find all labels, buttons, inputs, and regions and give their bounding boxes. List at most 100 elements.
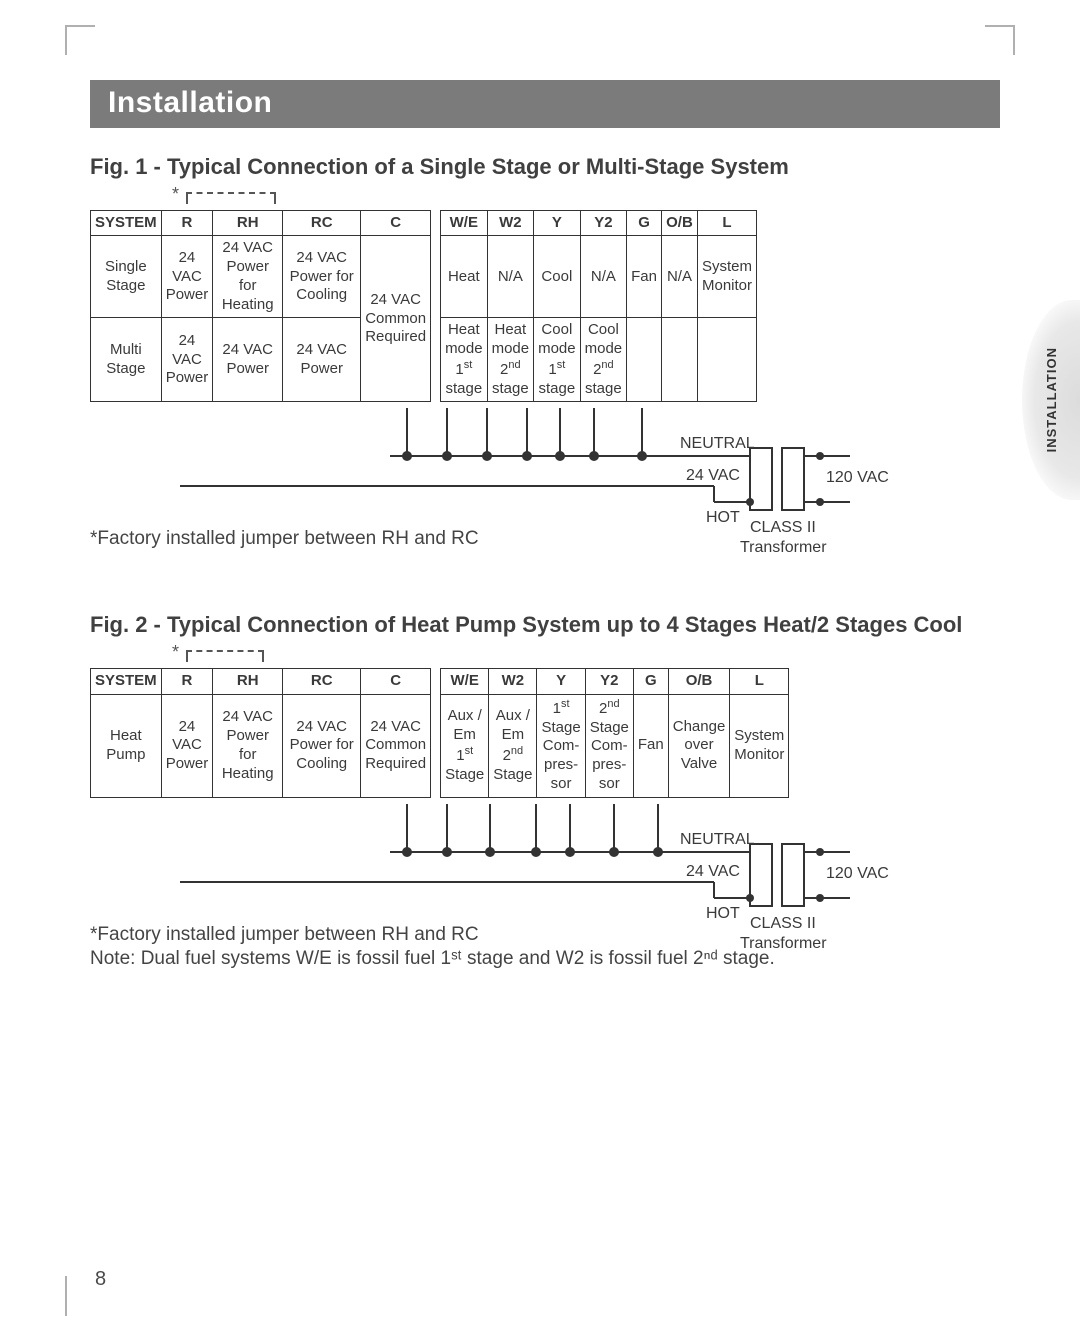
cell: Cool mode2ndstage	[580, 318, 627, 402]
cell: N/A	[661, 236, 697, 318]
lbl-class2b: Transformer	[740, 539, 827, 556]
lbl-class2a: CLASS II	[750, 519, 816, 536]
fig2-bus: NEUTRAL 24 VAC HOT 120 VAC CLASS II Tran…	[90, 804, 850, 914]
fig2-h-y2: Y2	[585, 669, 633, 695]
lbl-hot: HOT	[706, 905, 740, 922]
fig2-h-system: SYSTEM	[91, 669, 162, 695]
txt: Aux / Em	[496, 707, 530, 743]
fig2-h-ob: O/B	[668, 669, 730, 695]
fig2-table: SYSTEM R RH RC C W/E W2 Y Y2 G O/B L Hea…	[90, 668, 789, 798]
fig2-title: Fig. 2 - Typical Connection of Heat Pump…	[90, 610, 1000, 640]
cell: 24 VAC Common Required	[361, 236, 431, 402]
cell: 24 VAC Power for Heating	[213, 694, 283, 797]
txt: Cool mode	[538, 321, 576, 357]
fig2-bus-svg: NEUTRAL 24 VAC HOT 120 VAC CLASS II Tran…	[90, 804, 950, 964]
cell: Single Stage	[91, 236, 162, 318]
txt: 1	[456, 747, 464, 764]
fig1-h-c: C	[361, 210, 431, 236]
fig1-jumper-star: *	[172, 184, 179, 205]
cell: 24 VAC Power	[161, 236, 213, 318]
fig1-h-l: L	[697, 210, 756, 236]
section-banner: Installation	[90, 80, 1000, 128]
fig2-h-g: G	[633, 669, 668, 695]
txt: Common Required	[365, 310, 426, 346]
cell: Cool mode1ststage	[534, 318, 581, 402]
cell: System Monitor	[730, 694, 789, 797]
lbl-120vac: 120 VAC	[826, 865, 889, 882]
cell: 24 VAC Power	[161, 318, 213, 402]
txt: Heat mode	[492, 321, 530, 357]
cell: N/A	[487, 236, 534, 318]
lbl-neutral: NEUTRAL	[680, 831, 755, 848]
cell: Cool	[534, 236, 581, 318]
txt: stage	[539, 380, 576, 397]
fig1-h-rh: RH	[213, 210, 283, 236]
txt: Aux / Em	[448, 707, 482, 743]
txt: stage	[585, 380, 622, 397]
cell: Fan	[627, 236, 662, 318]
fig2-h-c: C	[361, 669, 431, 695]
fig1-h-y2: Y2	[580, 210, 627, 236]
cell: 24 VAC Power	[283, 318, 361, 402]
cell: Heat Pump	[91, 694, 162, 797]
lbl-24vac: 24 VAC	[686, 467, 740, 484]
txt: 2	[503, 747, 511, 764]
cell: 24 VAC Power	[213, 318, 283, 402]
lbl-neutral: NEUTRAL	[680, 435, 755, 452]
txt: Stage	[493, 766, 532, 783]
txt: Stage Com- pres- sor	[541, 719, 580, 792]
fig1-title: Fig. 1 - Typical Connection of a Single …	[90, 152, 1000, 182]
cell	[627, 318, 662, 402]
fig1-h-we: W/E	[441, 210, 488, 236]
cell: 1st Stage Com- pres- sor	[537, 694, 585, 797]
fig1-h-g: G	[627, 210, 662, 236]
cell: System Monitor	[697, 236, 756, 318]
fig1-jumper-dash	[186, 192, 276, 206]
txt: Heat mode	[445, 321, 483, 357]
fig2-h-rc: RC	[283, 669, 361, 695]
lbl-hot: HOT	[706, 509, 740, 526]
fig1-h-system: SYSTEM	[91, 210, 162, 236]
fig1-h-y: Y	[534, 210, 581, 236]
fig1-h-w2: W2	[487, 210, 534, 236]
txt: 1	[548, 361, 556, 378]
txt: nd	[601, 359, 613, 371]
fig2-h-we: W/E	[441, 669, 489, 695]
fig2-h-r: R	[161, 669, 213, 695]
fig2-jumper-dash	[186, 650, 264, 664]
cell	[661, 318, 697, 402]
txt: st	[561, 698, 570, 710]
fig2-h-l: L	[730, 669, 789, 695]
fig2-h-rh: RH	[213, 669, 283, 695]
cell: Aux / Em 2nd Stage	[489, 694, 537, 797]
cell: 24 VAC Common Required	[361, 694, 431, 797]
fig1-bus-svg: NEUTRAL 24 VAC HOT 120 VAC CLASS II Tran…	[90, 408, 950, 568]
txt: 24 VAC	[370, 291, 421, 308]
cell: 24 VAC Power for Heating	[213, 236, 283, 318]
txt: st	[464, 359, 473, 371]
txt: 1	[553, 700, 561, 717]
fig1-h-r: R	[161, 210, 213, 236]
txt: nd	[607, 698, 619, 710]
fig2-wiring: * SYSTEM R RH RC C W/E W2 Y Y2 G O/B L H…	[90, 668, 1000, 970]
fig1-table: SYSTEM R RH RC C W/E W2 Y Y2 G O/B L Sin…	[90, 210, 757, 403]
fig1-h-ob: O/B	[661, 210, 697, 236]
cell: Heat	[441, 236, 488, 318]
cell: Heat mode2ndstage	[487, 318, 534, 402]
fig2-jumper-star: *	[172, 642, 179, 663]
txt: nd	[511, 745, 523, 757]
cell	[697, 318, 756, 402]
cell: N/A	[580, 236, 627, 318]
fig2-h-w2: W2	[489, 669, 537, 695]
txt: Stage Com- pres- sor	[590, 719, 629, 792]
lbl-120vac: 120 VAC	[826, 469, 889, 486]
page-number: 8	[95, 1268, 106, 1291]
txt: Cool mode	[585, 321, 623, 357]
cell: 2ndStage Com- pres- sor	[585, 694, 633, 797]
fig2-h-y: Y	[537, 669, 585, 695]
txt: st	[465, 745, 474, 757]
txt: Stage	[445, 766, 484, 783]
cell: Change over Valve	[668, 694, 730, 797]
txt: stage	[492, 380, 529, 397]
lbl-24vac: 24 VAC	[686, 863, 740, 880]
